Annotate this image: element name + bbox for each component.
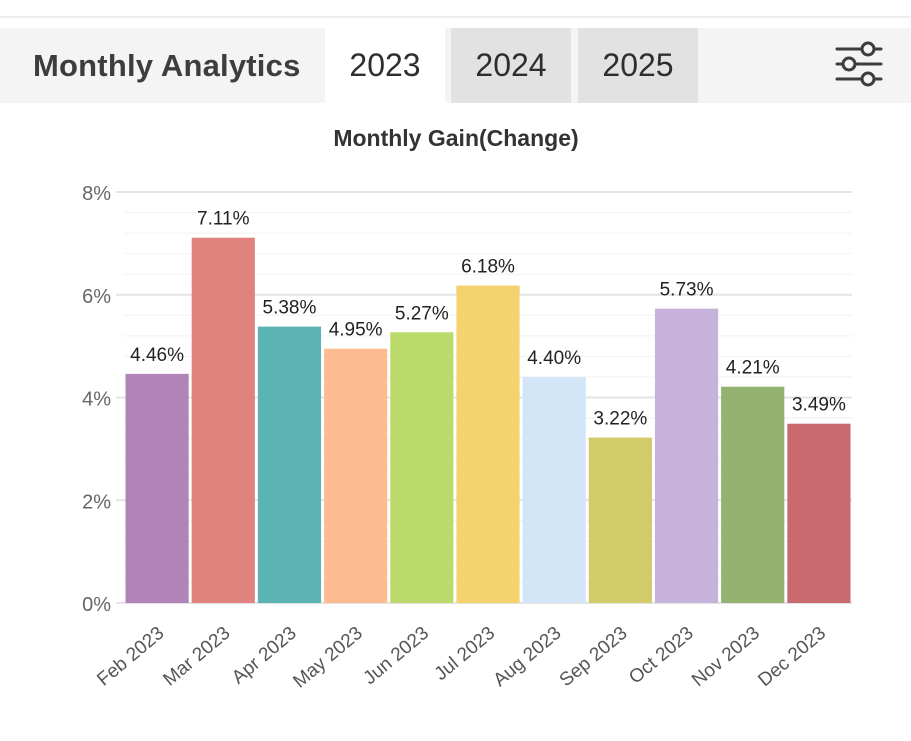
page-title: Monthly Analytics bbox=[33, 48, 301, 83]
bar-value-label: 4.46% bbox=[130, 345, 184, 366]
header-bar: Monthly Analytics 2023 2024 2025 bbox=[0, 28, 911, 103]
bar[interactable] bbox=[324, 348, 388, 603]
bar-value-label: 3.49% bbox=[792, 395, 846, 416]
bar[interactable] bbox=[125, 373, 189, 603]
tab-2025[interactable]: 2025 bbox=[578, 28, 698, 103]
x-tick-label: Apr 2023 bbox=[228, 623, 301, 689]
bar-value-label: 5.27% bbox=[395, 303, 449, 324]
x-tick-label: Feb 2023 bbox=[93, 623, 168, 691]
bar[interactable] bbox=[588, 437, 652, 603]
bar-value-label: 7.11% bbox=[197, 209, 250, 230]
top-divider bbox=[0, 16, 911, 18]
bar-value-label: 6.18% bbox=[461, 257, 515, 278]
tab-2024[interactable]: 2024 bbox=[451, 28, 571, 103]
x-tick-label: Nov 2023 bbox=[688, 623, 764, 691]
x-tick-label: Oct 2023 bbox=[625, 623, 698, 689]
bar-value-label: 4.40% bbox=[527, 348, 581, 369]
y-tick-label: 0% bbox=[82, 594, 111, 616]
bar[interactable] bbox=[787, 423, 851, 603]
tab-2023[interactable]: 2023 bbox=[325, 28, 445, 103]
x-tick-label: Jun 2023 bbox=[360, 623, 433, 689]
bar-value-label: 3.22% bbox=[593, 409, 647, 430]
bar-chart: Monthly Gain(Change) 4.46% 7.11% 5.38% 4.95… bbox=[82, 125, 852, 693]
bar[interactable] bbox=[390, 332, 454, 603]
x-tick-label: Aug 2023 bbox=[490, 623, 566, 691]
bar[interactable] bbox=[721, 386, 785, 603]
y-tick-label: 2% bbox=[82, 491, 111, 513]
sliders-icon bbox=[835, 41, 883, 87]
y-tick-label: 8% bbox=[82, 183, 111, 205]
chart-title: Monthly Gain(Change) bbox=[333, 125, 578, 151]
x-tick-label: Mar 2023 bbox=[159, 623, 234, 691]
bar[interactable] bbox=[456, 285, 520, 603]
y-tick-label: 6% bbox=[82, 286, 111, 308]
x-tick-label: Dec 2023 bbox=[754, 623, 830, 691]
bar-value-label: 4.21% bbox=[726, 358, 780, 379]
bar-value-label: 4.95% bbox=[329, 320, 383, 341]
bar-value-label: 5.38% bbox=[263, 298, 317, 319]
bar[interactable] bbox=[654, 308, 719, 603]
bar[interactable] bbox=[257, 326, 322, 603]
bar[interactable] bbox=[522, 376, 586, 603]
x-tick-label: Sep 2023 bbox=[556, 623, 632, 691]
bar-value-label: 5.73% bbox=[660, 280, 714, 301]
y-tick-label: 4% bbox=[82, 389, 111, 411]
x-tick-label: May 2023 bbox=[289, 623, 366, 693]
filter-button[interactable] bbox=[833, 40, 885, 90]
bar[interactable] bbox=[191, 237, 255, 603]
